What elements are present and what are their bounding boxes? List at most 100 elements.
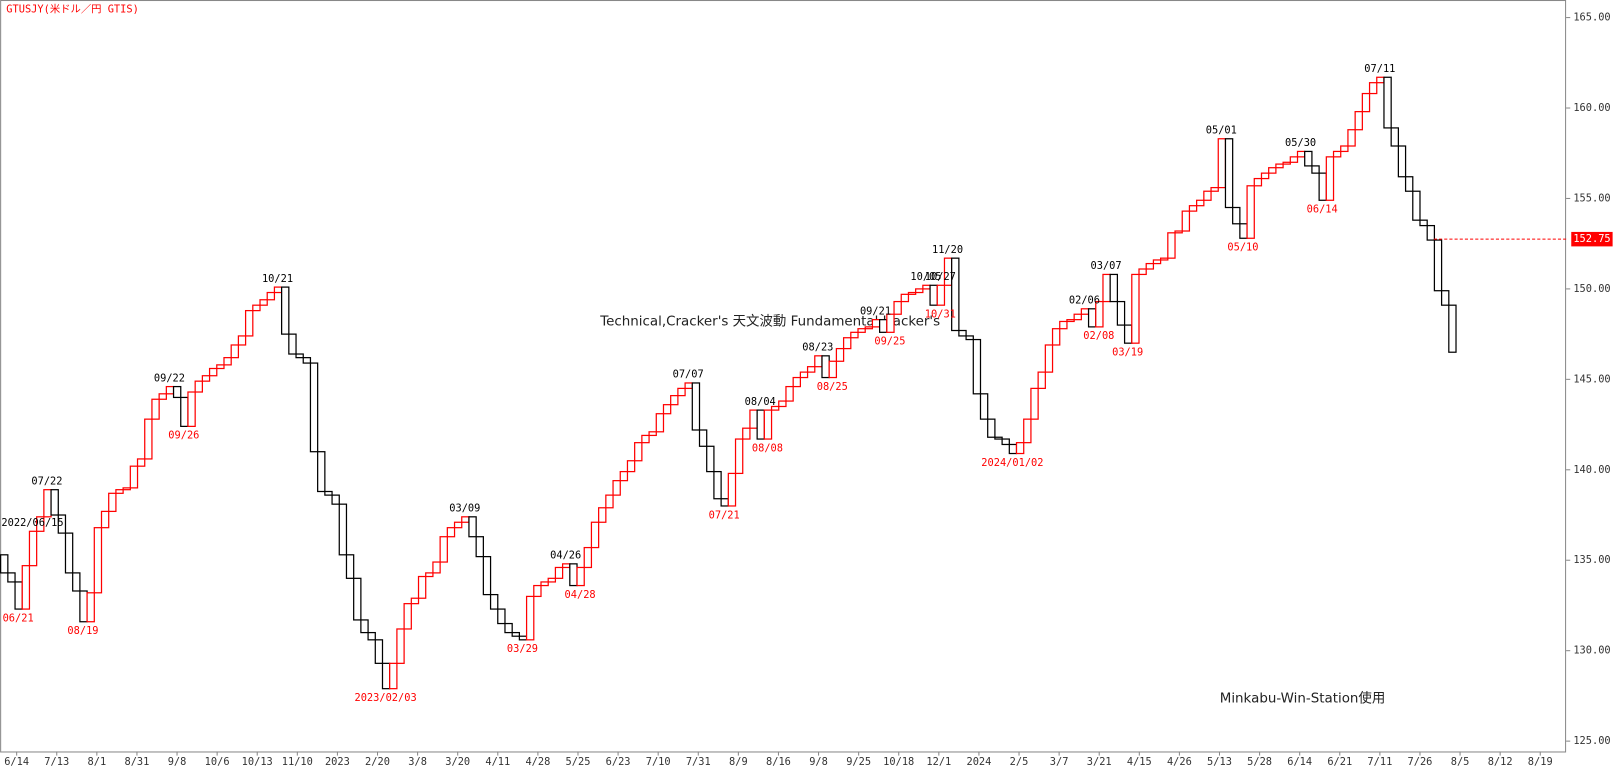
brick: [662, 404, 672, 415]
brick: [504, 622, 513, 634]
brick: [561, 563, 571, 569]
annotation: 05/30: [1285, 137, 1316, 149]
brick: [655, 413, 665, 433]
brick: [734, 438, 744, 475]
brick: [489, 593, 499, 610]
brick: [619, 470, 629, 482]
brick: [1152, 259, 1162, 265]
brick: [1037, 371, 1046, 390]
brick: [1440, 290, 1450, 306]
x-tick-label: 9/25: [846, 756, 871, 768]
brick: [223, 357, 232, 366]
brick: [1044, 344, 1054, 373]
brick: [713, 470, 722, 500]
brick: [208, 367, 218, 377]
brick: [915, 288, 924, 294]
y-tick-label: 140.00: [1573, 464, 1610, 476]
brick: [446, 527, 456, 538]
y-tick-label: 160.00: [1573, 102, 1610, 114]
x-tick-label: 10/18: [883, 756, 914, 768]
annotation: 03/09: [449, 503, 480, 515]
brick: [266, 291, 276, 301]
brick: [288, 333, 297, 355]
y-tick-label: 130.00: [1573, 645, 1610, 657]
brick: [367, 631, 376, 641]
brick: [1390, 127, 1399, 147]
x-tick-label: 12/1: [926, 756, 951, 768]
brick: [684, 382, 693, 390]
brick: [425, 572, 434, 578]
x-tick-label: 5/13: [1207, 756, 1232, 768]
brick: [612, 480, 621, 496]
annotation: 08/08: [752, 442, 783, 454]
brick: [14, 581, 23, 610]
x-tick-label: 2023: [325, 756, 350, 768]
brick: [28, 530, 38, 567]
annotation: 08/19: [67, 625, 98, 637]
brick: [1275, 163, 1284, 169]
brick: [677, 387, 686, 397]
brick: [547, 577, 557, 583]
brick: [533, 584, 542, 598]
brick: [1145, 262, 1155, 270]
brick: [1239, 223, 1248, 239]
brick: [273, 286, 283, 294]
brick: [1318, 172, 1327, 201]
brick: [1253, 177, 1263, 187]
brick: [374, 639, 384, 664]
x-tick-label: 8/9: [729, 756, 748, 768]
brick: [576, 566, 585, 587]
x-tick-label: 6/14: [4, 756, 29, 768]
brick: [965, 335, 974, 341]
brick: [1116, 300, 1126, 326]
brick: [345, 554, 355, 579]
brick: [115, 489, 124, 494]
brick: [1167, 232, 1176, 259]
brick: [201, 375, 211, 382]
brick: [410, 597, 420, 605]
x-tick-label: 5/25: [566, 756, 591, 768]
brick: [1296, 150, 1306, 158]
annotation: 07/07: [673, 369, 704, 381]
brick: [1066, 319, 1075, 323]
brick: [641, 434, 650, 444]
brick: [1080, 308, 1090, 315]
x-tick-label: 3/7: [1050, 756, 1069, 768]
brick: [158, 393, 167, 400]
brick: [806, 366, 816, 373]
brick: [453, 521, 463, 529]
annotation: 2023/02/03: [354, 692, 416, 704]
annotation: 03/19: [1112, 346, 1143, 358]
brick: [1001, 438, 1010, 446]
x-tick-label: 7/31: [686, 756, 711, 768]
brick: [1188, 205, 1198, 212]
brick: [1383, 76, 1392, 129]
brick: [886, 313, 895, 333]
brick: [1397, 145, 1407, 178]
brick: [403, 603, 412, 630]
annotation: 09/25: [874, 336, 905, 348]
brick: [749, 409, 758, 429]
brick: [569, 563, 578, 587]
brick: [7, 572, 16, 583]
x-tick-label: 2/20: [365, 756, 390, 768]
brick: [756, 409, 765, 440]
brick: [1354, 111, 1363, 131]
x-tick-label: 8/16: [766, 756, 791, 768]
y-tick-label: 135.00: [1573, 554, 1610, 566]
x-tick-label: 8/31: [125, 756, 150, 768]
brick: [1332, 150, 1342, 158]
brick: [590, 521, 600, 549]
annotation: 06/14: [1307, 204, 1338, 216]
brick: [244, 309, 254, 337]
brick: [381, 662, 391, 690]
annotation: 10/05: [910, 271, 941, 283]
x-tick-label: 9/8: [809, 756, 828, 768]
plot-frame: [0, 0, 1567, 753]
watermark: Minkabu-Win-Station使用: [1220, 690, 1386, 707]
brick: [144, 418, 153, 460]
brick: [525, 595, 535, 641]
brick: [331, 494, 340, 505]
brick: [1073, 313, 1082, 321]
